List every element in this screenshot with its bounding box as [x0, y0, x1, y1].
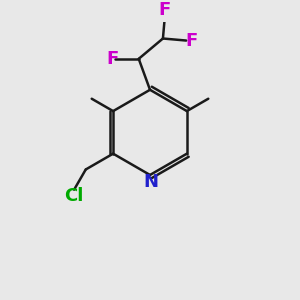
Text: Cl: Cl: [64, 187, 84, 205]
Text: F: F: [185, 32, 197, 50]
Text: F: F: [159, 1, 171, 19]
Text: N: N: [144, 173, 159, 191]
Text: F: F: [106, 50, 118, 68]
